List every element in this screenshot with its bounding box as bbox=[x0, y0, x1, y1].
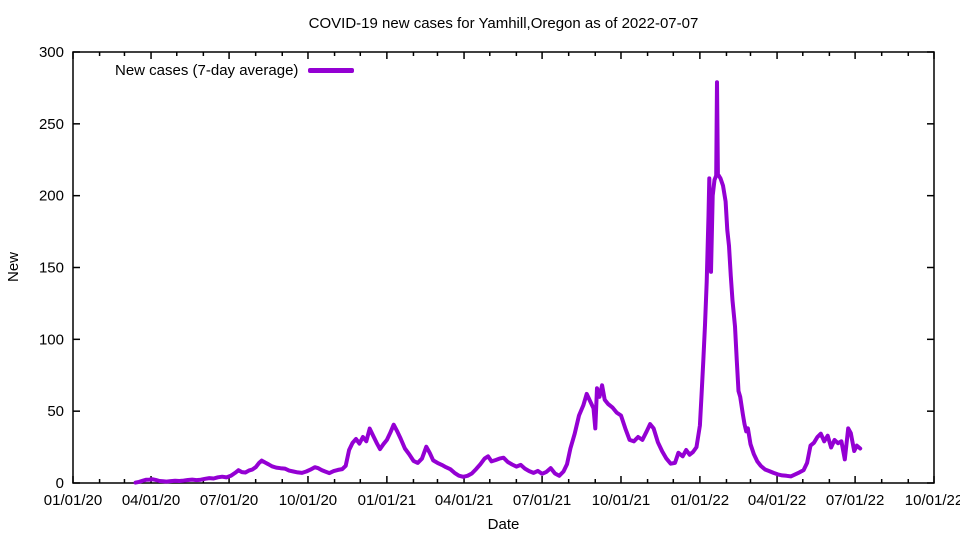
x-tick-label: 07/01/20 bbox=[200, 492, 258, 509]
y-tick-label: 300 bbox=[39, 44, 64, 61]
x-tick-label: 07/01/22 bbox=[826, 492, 884, 509]
y-tick-label: 200 bbox=[39, 188, 64, 205]
x-tick-label: 10/01/20 bbox=[279, 492, 337, 509]
legend-line-swatch bbox=[308, 68, 355, 73]
x-tick-label: 07/01/21 bbox=[513, 492, 571, 509]
legend-label: New cases (7-day average) bbox=[115, 62, 299, 79]
y-tick-label: 150 bbox=[39, 260, 64, 277]
x-tick-label: 01/01/21 bbox=[358, 492, 416, 509]
x-axis-title: Date bbox=[487, 516, 520, 533]
x-tick-label: 04/01/21 bbox=[435, 492, 493, 509]
y-tick-label: 50 bbox=[47, 403, 64, 420]
y-tick-label: 0 bbox=[56, 475, 64, 492]
x-tick-label: 04/01/20 bbox=[122, 492, 180, 509]
y-tick-label: 100 bbox=[39, 331, 64, 348]
x-tick-label: 01/01/22 bbox=[671, 492, 729, 509]
x-tick-label: 10/01/21 bbox=[592, 492, 650, 509]
x-tick-label: 04/01/22 bbox=[748, 492, 806, 509]
plot-border bbox=[72, 51, 935, 484]
legend: New cases (7-day average) bbox=[115, 62, 355, 79]
chart-title: COVID-19 new cases for Yamhill,Oregon as… bbox=[308, 15, 699, 32]
x-tick-label: 10/01/22 bbox=[905, 492, 960, 509]
x-tick-label: 01/01/20 bbox=[44, 492, 102, 509]
y-tick-label: 250 bbox=[39, 116, 64, 133]
cases-line bbox=[133, 80, 863, 485]
